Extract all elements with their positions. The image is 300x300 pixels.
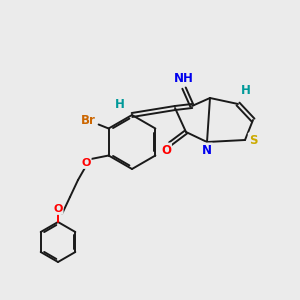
- Text: S: S: [249, 134, 257, 146]
- Text: H: H: [115, 98, 125, 112]
- Text: Br: Br: [81, 114, 96, 127]
- Text: O: O: [53, 204, 63, 214]
- Text: O: O: [81, 158, 91, 168]
- Text: H: H: [241, 85, 251, 98]
- Text: O: O: [161, 143, 171, 157]
- Text: N: N: [202, 143, 212, 157]
- Text: NH: NH: [174, 73, 194, 85]
